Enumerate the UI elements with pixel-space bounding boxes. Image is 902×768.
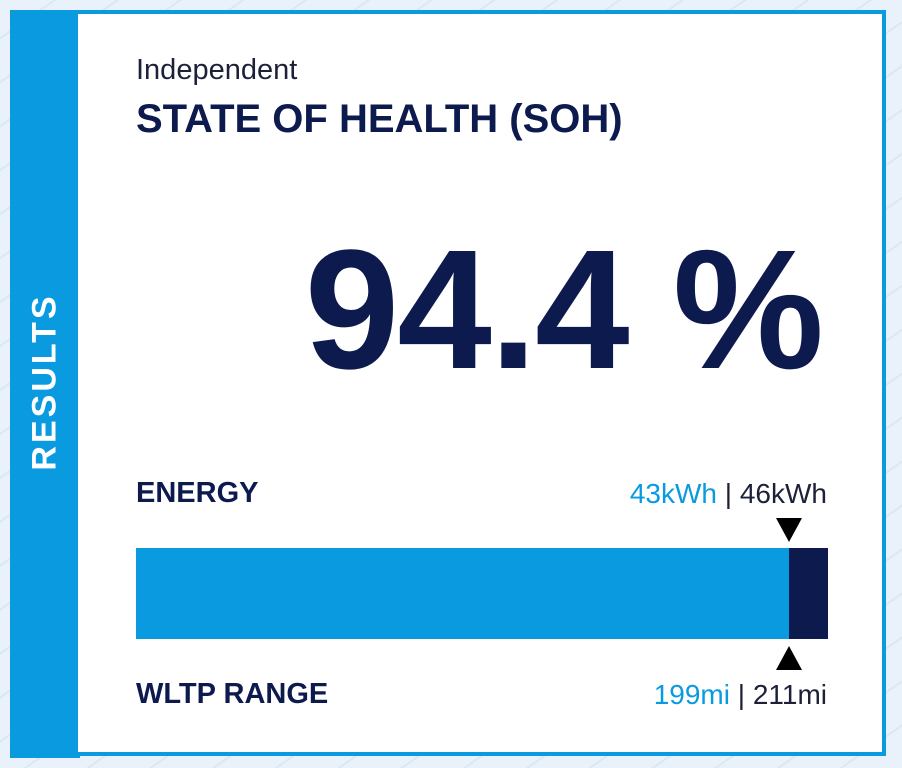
energy-total-value: 46kWh — [739, 478, 827, 509]
range-separator: | — [729, 679, 753, 710]
wltp-range-label: WLTP RANGE — [136, 678, 329, 710]
soh-progress-bar — [136, 548, 828, 639]
results-side-tab — [10, 10, 80, 758]
soh-progress-fill — [136, 548, 790, 639]
card-title: STATE OF HEALTH (SOH) — [136, 97, 623, 141]
energy-separator: | — [717, 478, 740, 509]
card-subtitle: Independent — [136, 54, 298, 86]
energy-values: 43kWh | 46kWh — [630, 478, 827, 510]
range-current-value: 199mi — [653, 679, 730, 710]
soh-percentage: 94.4 % — [304, 215, 824, 405]
energy-label: ENERGY — [136, 477, 259, 509]
soh-marker-top-triangle-icon — [776, 518, 803, 542]
soh-marker-bottom-triangle-icon — [776, 646, 803, 670]
range-total-value: 211mi — [752, 679, 827, 710]
energy-current-value: 43kWh — [629, 478, 717, 509]
wltp-range-values: 199mi | 211mi — [654, 679, 827, 711]
results-label: RESULTS — [25, 293, 64, 471]
